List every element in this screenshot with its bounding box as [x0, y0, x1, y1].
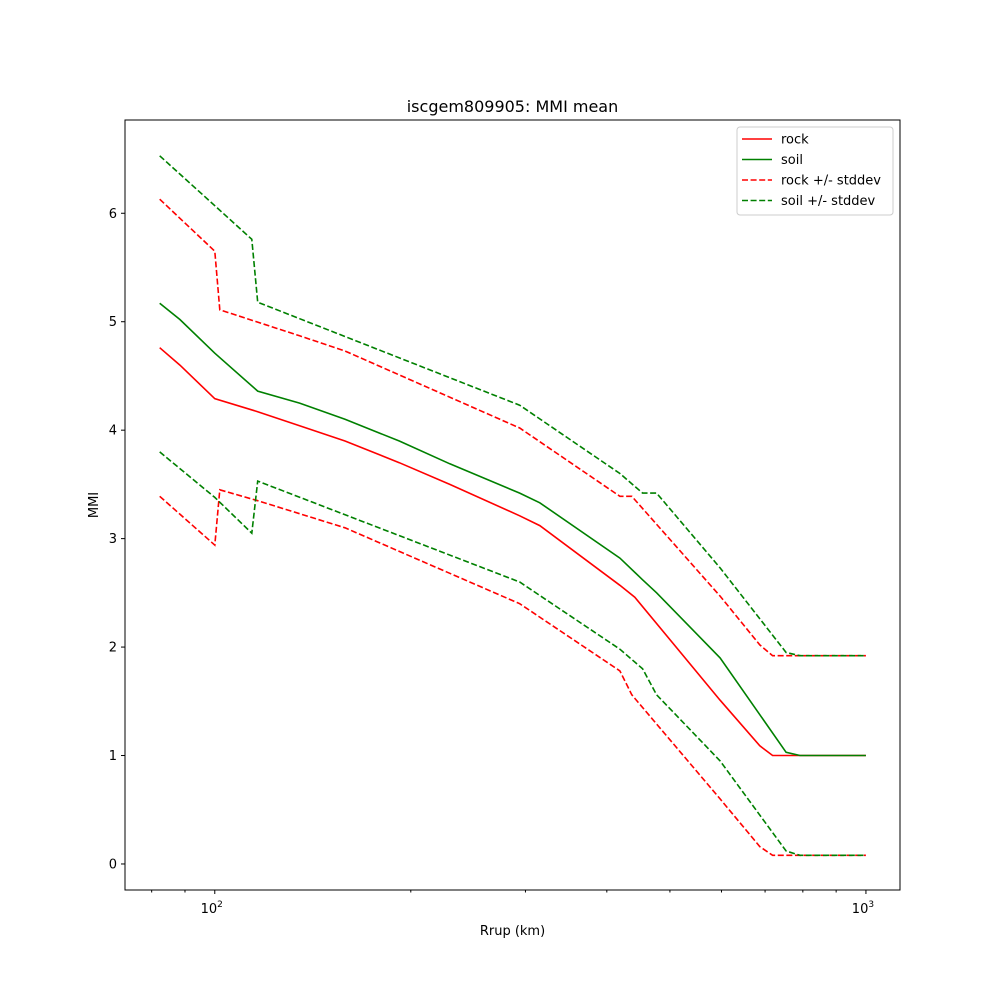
- y-tick-label: 0: [109, 857, 117, 872]
- x-axis-label: Rrup (km): [480, 924, 545, 939]
- legend-label: rock: [781, 133, 809, 148]
- legend-box: [736, 126, 894, 216]
- y-tick-label: 1: [109, 749, 117, 764]
- axis-layer: 0 1 2 3 4 5 6 102 103: [109, 207, 874, 917]
- x-tick-label: 102: [201, 900, 223, 917]
- y-tick-label: 3: [109, 532, 117, 547]
- y-tick-label: 6: [109, 207, 117, 222]
- legend-label: soil +/- stddev: [781, 194, 876, 209]
- legend-label: rock +/- stddev: [781, 174, 881, 189]
- series-layer: [159, 155, 866, 857]
- series-line-soil-stddev-lower: [159, 451, 866, 857]
- series-line-soil-stddev: [159, 155, 866, 657]
- y-tick-label: 4: [109, 424, 117, 439]
- y-tick-label: 2: [109, 641, 117, 656]
- legend: rock soil rock +/- stddev soil +/- stddev: [736, 126, 894, 216]
- y-tick-label: 5: [109, 315, 117, 330]
- series-line-soil: [159, 302, 866, 757]
- series-line-rock-stddev-lower: [159, 488, 866, 857]
- chart-title: iscgem809905: MMI mean: [407, 97, 619, 116]
- series-line-rock: [159, 347, 866, 757]
- x-tick-label: 103: [852, 900, 874, 917]
- legend-label: soil: [781, 153, 803, 168]
- series-line-rock-stddev: [159, 198, 866, 657]
- plot-frame: [124, 119, 901, 891]
- y-axis-label: MMI: [87, 492, 102, 518]
